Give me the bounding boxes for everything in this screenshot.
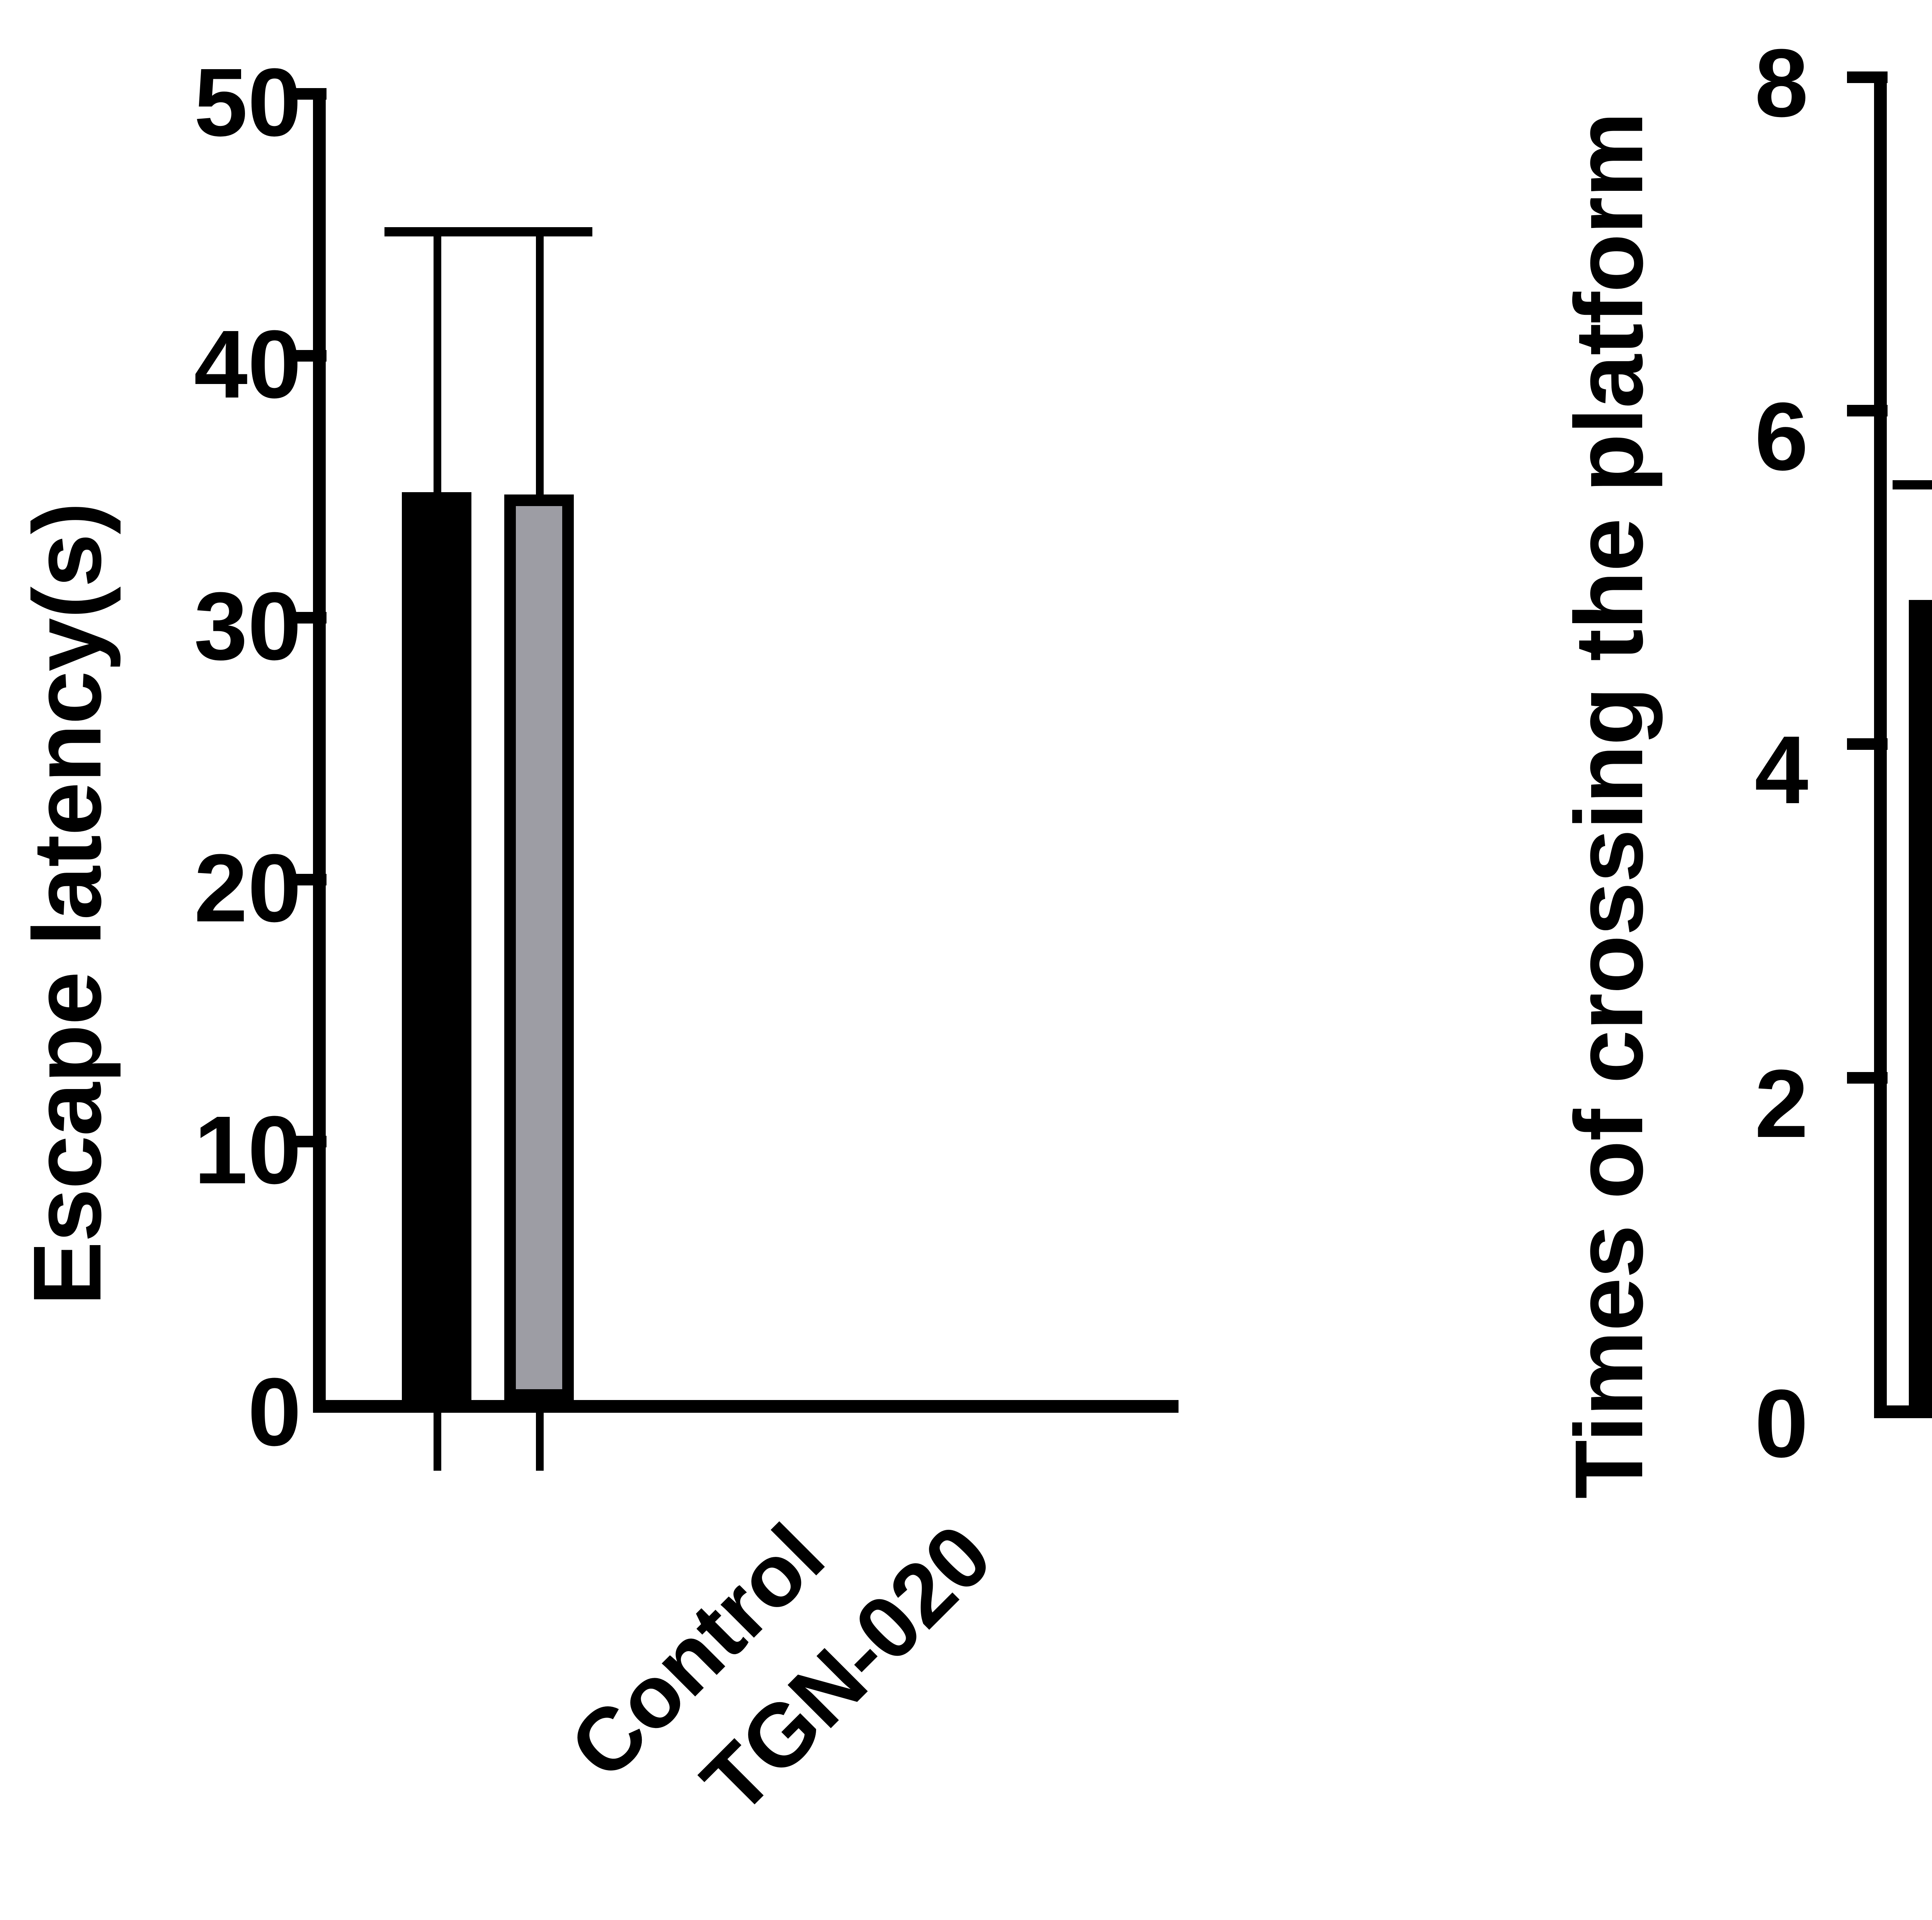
bar-control-right[interactable] <box>1909 600 1932 1405</box>
y-tick-label-8: 8 <box>1754 29 1808 137</box>
y-tick-label-6: 6 <box>1754 382 1808 490</box>
y-tick-label-0: 0 <box>247 1358 301 1466</box>
x-axis-line-right <box>1874 1405 1932 1418</box>
x-tick-mark-tgn020-left <box>536 1413 544 1471</box>
y-axis-title-left: Escape latency(s) <box>13 503 121 1306</box>
y-tick-label-30: 30 <box>194 572 301 680</box>
error-bar-stem-control-left <box>434 231 441 493</box>
y-tick-label-50: 50 <box>194 48 301 156</box>
x-tick-mark-control-left <box>434 1413 441 1471</box>
y-tick-label-40: 40 <box>194 310 301 418</box>
bar-tgn020-left[interactable] <box>504 494 574 1401</box>
y-tick-label-4: 4 <box>1754 716 1808 824</box>
x-axis-line-left <box>313 1400 1179 1413</box>
error-bar-cap-control-right <box>1893 480 1932 489</box>
y-axis-line-left <box>313 88 326 1412</box>
bar-control-left[interactable] <box>402 492 471 1401</box>
y-tick-label-2: 2 <box>1754 1050 1808 1157</box>
chart-panel-escape-latency: Escape latency(s) 50 40 30 20 10 0 Contr… <box>13 48 1179 1832</box>
y-axis-line-right <box>1874 71 1887 1411</box>
chart-panel-platform-crossings: Times of crossing the platform 8 6 4 2 0… <box>1368 0 1932 1920</box>
error-bar-cap-tgn020-left <box>486 227 592 236</box>
y-tick-label-20: 20 <box>194 834 301 942</box>
y-tick-label-10: 10 <box>194 1096 301 1204</box>
y-tick-label-0: 0 <box>1754 1369 1808 1477</box>
error-bar-cap-control-left <box>384 227 491 236</box>
y-axis-title-right: Times of crossing the platform <box>1555 112 1663 1499</box>
error-bar-stem-tgn020-left <box>536 231 544 496</box>
